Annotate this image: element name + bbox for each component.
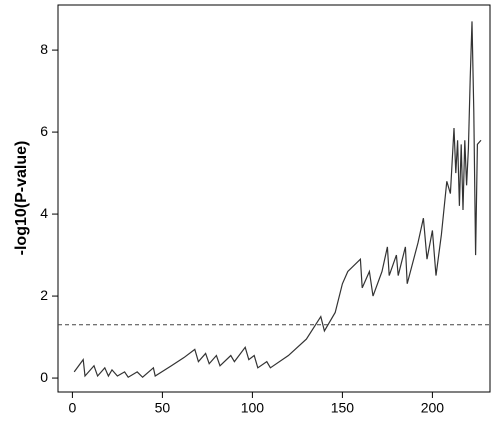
y-tick-label: 8 (40, 41, 48, 57)
x-tick-label: 200 (421, 400, 445, 416)
y-tick-label: 6 (40, 123, 48, 139)
data-line (73, 21, 482, 379)
x-tick-label: 50 (155, 400, 171, 416)
y-axis-label: -log10(P-value) (13, 141, 30, 256)
x-tick-label: 0 (69, 400, 77, 416)
plot-frame (57, 4, 491, 393)
x-tick-label: 150 (331, 400, 355, 416)
x-tick-label: 100 (241, 400, 265, 416)
y-tick-label: 2 (40, 287, 48, 303)
y-tick-label: 4 (40, 205, 48, 221)
y-tick-label: 0 (40, 369, 48, 385)
